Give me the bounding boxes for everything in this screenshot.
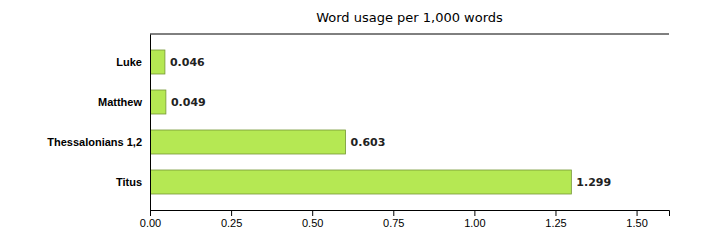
x-tick-mark — [231, 210, 232, 216]
chart: 1.299 0.603 0.049 0.046 0.00 0.25 0.50 0.75 1.00… — [0, 0, 709, 240]
bar — [150, 90, 166, 114]
x-tick-label: 1.00 — [464, 217, 485, 229]
y-tick: Titus — [116, 176, 142, 188]
x-tick-mark — [637, 210, 638, 216]
x-tick: 1.25 — [545, 210, 566, 229]
x-tick-mark — [150, 210, 151, 216]
x-tick: 0.00 — [140, 210, 161, 229]
x-tick-label: 1.50 — [626, 217, 647, 229]
x-tick-label: 0.75 — [383, 217, 404, 229]
x-tick: 1.50 — [626, 210, 647, 229]
x-tick: 0.50 — [302, 210, 323, 229]
x-tick-mark — [312, 210, 313, 216]
y-tick: Matthew — [98, 96, 142, 108]
bars — [150, 50, 571, 194]
y-axis-line — [150, 35, 151, 211]
x-tick-label: 0.50 — [302, 217, 323, 229]
y-tick-label: Luke — [116, 56, 142, 68]
x-axis-line — [151, 211, 670, 217]
x-tick-label: 1.25 — [545, 217, 566, 229]
y-tick-label: Matthew — [98, 96, 142, 108]
y-axis: Luke Matthew Thessalonians 1,2 Titus — [47, 35, 150, 211]
y-tick: Thessalonians 1,2 — [47, 136, 142, 148]
bar — [150, 50, 165, 74]
title: Word usage per 1,000 words — [316, 10, 503, 25]
bar — [150, 170, 571, 194]
frame-top — [150, 34, 669, 35]
x-tick-mark — [393, 210, 394, 216]
y-tick: Luke — [116, 56, 142, 68]
y-tick-label: Thessalonians 1,2 — [47, 136, 142, 148]
x-tick: 0.75 — [383, 210, 404, 229]
x-tick: 0.25 — [221, 210, 242, 229]
y-tick-label: Titus — [116, 176, 142, 188]
data-label: 0.049 — [171, 96, 206, 109]
data-labels: 1.299 0.603 0.049 0.046 — [170, 56, 611, 189]
data-label: 0.046 — [170, 56, 205, 69]
x-tick-mark — [555, 210, 556, 216]
x-tick-mark — [474, 210, 475, 216]
plot: 1.299 0.603 0.049 0.046 0.00 0.25 0.50 0.75 1.00… — [47, 34, 669, 229]
data-label: 0.603 — [351, 136, 386, 149]
x-tick-label: 0.25 — [221, 217, 242, 229]
x-tick: 1.00 — [464, 210, 485, 229]
x-tick-label: 0.00 — [140, 217, 161, 229]
bar — [150, 130, 346, 154]
data-label: 1.299 — [576, 176, 611, 189]
x-axis: 0.00 0.25 0.50 0.75 1.00 1.25 1.50 — [140, 210, 670, 229]
